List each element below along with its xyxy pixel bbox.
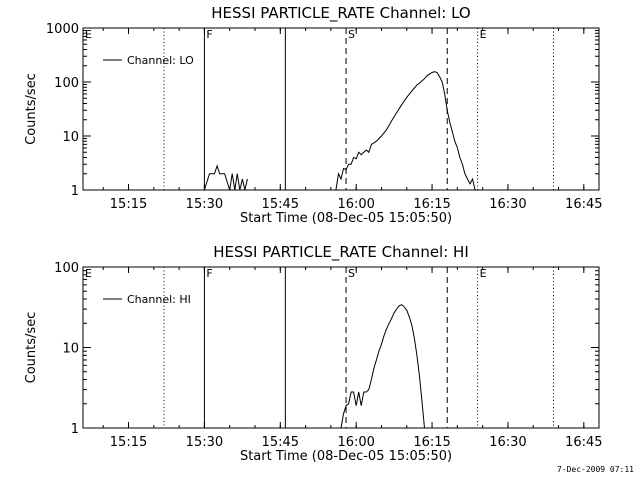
x-tick-label: 15:45 [262,197,299,212]
x-axis-label: Start Time (08-Dec-05 15:05:50) [240,449,452,464]
x-tick-label: 16:30 [489,435,526,450]
event-marker-label: E [480,28,487,41]
y-tick-label: 10 [62,342,79,357]
y-tick-label: 1 [71,184,79,199]
event-marker-label: S [348,28,355,41]
x-tick-label: 15:30 [186,197,223,212]
event-marker-label: E [85,28,92,41]
y-tick-label: 1 [71,422,79,437]
x-tick-label: 16:15 [413,435,450,450]
event-marker-label: F [206,267,212,280]
event-marker-label: F [206,28,212,41]
x-tick-label: 16:30 [489,197,526,212]
x-tick-label: 16:45 [565,197,602,212]
x-tick-label: 15:45 [262,435,299,450]
y-axis-label: Counts/sec [24,312,39,384]
plot-frame [82,27,600,191]
x-tick-label: 16:15 [413,197,450,212]
chart-hi-channel: HESSI PARTICLE_RATE Channel: HI 15:15 15:3… [24,243,603,464]
series-line [335,71,476,191]
x-tick-label: 15:30 [186,435,223,450]
legend-label: Channel: HI [127,293,191,306]
chart-title: HESSI PARTICLE_RATE Channel: HI [213,243,469,262]
y-tick-label: 100 [54,261,79,276]
x-tick-label: 15:15 [110,197,147,212]
x-axis-label: Start Time (08-Dec-05 15:05:50) [240,211,452,226]
x-tick-label: 16:45 [565,435,602,450]
chart-lo-channel: HESSI PARTICLE_RATE Channel: LO 15:15 15:3… [24,4,603,226]
event-marker-label: S [348,267,355,280]
legend-label: Channel: LO [127,54,194,67]
series-line [203,164,248,191]
series-line [340,304,425,429]
plot-frame [82,266,600,429]
y-tick-label: 1000 [46,22,79,37]
chart-title: HESSI PARTICLE_RATE Channel: LO [211,4,470,23]
y-axis-label: Counts/sec [24,73,39,145]
x-tick-label: 15:15 [110,435,147,450]
event-marker-label: E [480,267,487,280]
y-tick-label: 10 [62,130,79,145]
x-tick-label: 16:00 [337,197,374,212]
x-tick-label: 16:00 [337,435,374,450]
footer-timestamp: 7-Dec-2009 07:11 [556,465,634,474]
event-marker-label: E [85,267,92,280]
y-tick-label: 100 [54,76,79,91]
